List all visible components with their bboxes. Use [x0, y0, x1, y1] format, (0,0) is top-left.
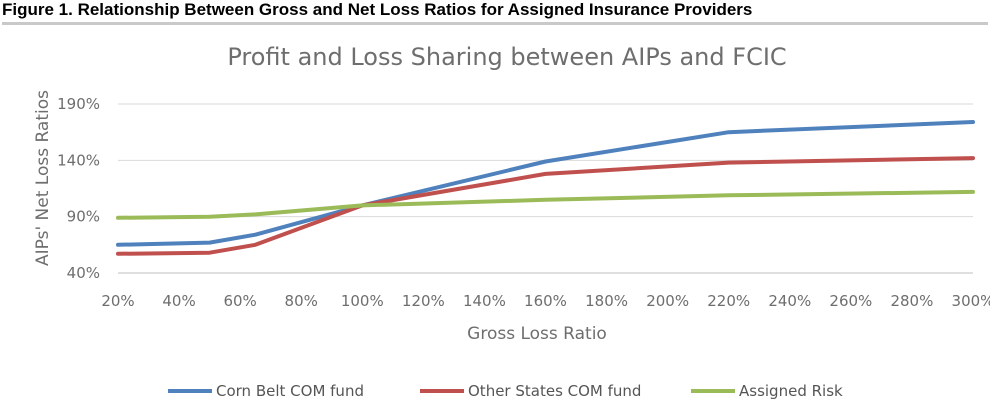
x-tick-label: 140% [463, 292, 506, 310]
series-line [116, 120, 975, 247]
x-tick-label: 20% [101, 292, 134, 310]
x-tick-label: 60% [223, 292, 256, 310]
x-tick-label: 80% [285, 292, 318, 310]
x-tick-labels: 20% 40% 60% 80% 100% 120% 140% 160% 180% 200% 220%… [101, 292, 990, 310]
y-tick-labels: 40% 90% 140% 190% [57, 95, 100, 282]
y-tick-label: 90% [67, 208, 100, 226]
legend-label: Other States COM fund [468, 382, 641, 400]
x-tick-label: 100% [341, 292, 384, 310]
x-tick-label: 260% [829, 292, 872, 310]
x-tick-label: 120% [402, 292, 445, 310]
x-tick-label: 180% [585, 292, 628, 310]
y-axis-label: AIPs' Net Loss Ratios [33, 90, 53, 266]
x-tick-label: 220% [707, 292, 750, 310]
series-line [116, 156, 975, 256]
x-tick-label: 280% [890, 292, 933, 310]
x-axis-label: Gross Loss Ratio [467, 324, 607, 344]
x-tick-label: 240% [768, 292, 811, 310]
y-tick-label: 140% [57, 151, 100, 169]
x-tick-label: 160% [524, 292, 567, 310]
y-tick-label: 190% [57, 95, 100, 113]
x-tick-label: 300% [952, 292, 990, 310]
legend-label: Assigned Risk [739, 382, 843, 400]
series-lines [116, 120, 975, 256]
y-tick-label: 40% [67, 264, 100, 282]
legend-label: Corn Belt COM fund [216, 382, 364, 400]
x-tick-label: 40% [162, 292, 195, 310]
chart-title: Profit and Loss Sharing between AIPs and… [227, 43, 786, 71]
figure-title: Figure 1. Relationship Between Gross and… [2, 0, 988, 25]
legend: Corn Belt COM fund Other States COM fund A… [168, 382, 843, 400]
series-line [116, 189, 975, 220]
x-tick-label: 200% [646, 292, 689, 310]
